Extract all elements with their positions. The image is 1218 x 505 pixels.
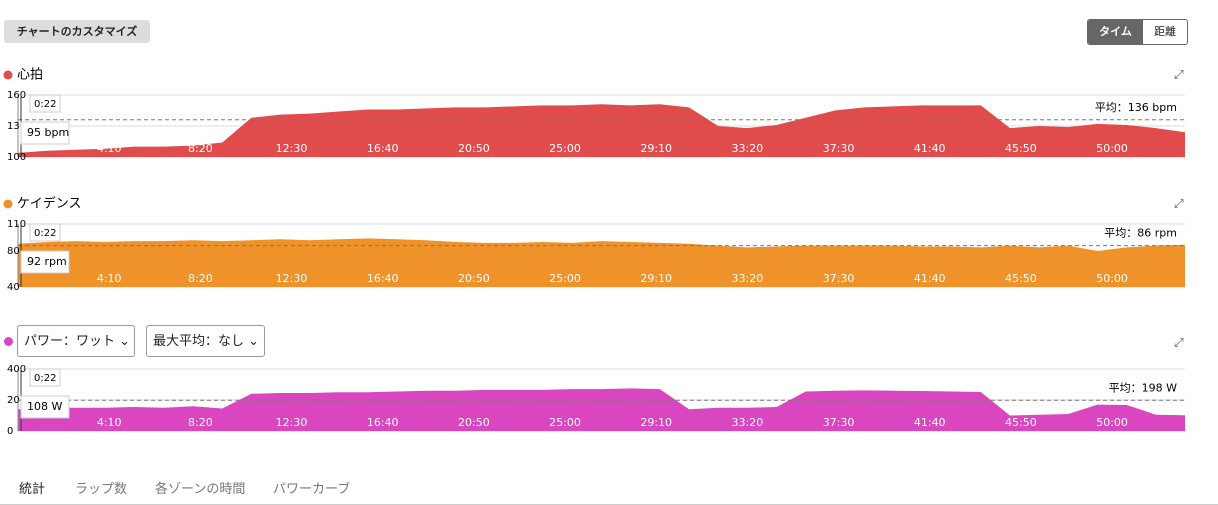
tab[interactable]: パワーカーブ	[273, 482, 351, 497]
cursor-time: 0:22	[34, 99, 56, 110]
x-tick-label: 12:30	[276, 272, 308, 285]
series-dot	[3, 70, 13, 80]
x-tick-label: 29:10	[640, 416, 672, 429]
x-tick-label: 16:40	[367, 142, 399, 155]
average-label: 平均：86 rpm	[1104, 227, 1177, 240]
y-tick-label: 400	[7, 364, 26, 375]
x-tick-label: 41:40	[914, 416, 946, 429]
expand-icon: ⤢	[1173, 68, 1184, 82]
x-tick-label: 37:30	[823, 142, 855, 155]
x-tick-label: 45:50	[1005, 142, 1037, 155]
toggle-distance[interactable]: 距離	[1154, 25, 1176, 38]
y-tick-label: 130	[7, 121, 26, 132]
x-tick-label: 45:50	[1005, 272, 1037, 285]
cursor-time: 0:22	[34, 373, 56, 384]
x-tick-label: 16:40	[367, 416, 399, 429]
cursor-value-box	[20, 250, 70, 274]
y-tick-label: 40	[7, 282, 20, 293]
x-tick-label: 45:50	[1005, 416, 1037, 429]
x-tick-label: 8:20	[188, 142, 213, 155]
cursor-time-box	[29, 368, 61, 387]
power-select-label: パワー：ワット	[24, 334, 116, 349]
x-tick-label: 8:20	[188, 272, 213, 285]
x-tick-label: 37:30	[823, 416, 855, 429]
x-tick-label: 50:00	[1096, 416, 1128, 429]
x-tick-label: 12:30	[276, 416, 308, 429]
tab[interactable]: ラップ数	[75, 482, 128, 497]
toggle: タイム 距離	[1087, 19, 1188, 45]
cursor-value-box	[20, 395, 70, 419]
x-tick-label: 41:40	[914, 272, 946, 285]
x-tick-label: 25:00	[549, 272, 581, 285]
x-tick-label: 29:10	[640, 272, 672, 285]
toggle-time[interactable]: タイム	[1088, 20, 1143, 44]
y-tick-label: 200	[7, 395, 26, 406]
x-tick-label: 25:00	[549, 416, 581, 429]
power-select[interactable]: パワー：ワット ⌄	[17, 325, 135, 357]
expand-icon: ⤢	[1173, 197, 1184, 211]
y-tick-label: 0	[7, 426, 13, 437]
x-tick-label: 20:50	[458, 416, 490, 429]
tab[interactable]: 各ゾーンの時間	[155, 482, 246, 497]
power-dot	[4, 337, 13, 346]
cursor-value: 92 rpm	[27, 255, 67, 268]
x-tick-label: 41:40	[914, 142, 946, 155]
chart-title: 心拍	[17, 68, 43, 83]
area	[18, 238, 1185, 287]
x-tick-label: 8:20	[188, 416, 213, 429]
x-tick-label: 50:00	[1096, 272, 1128, 285]
max-avg-select[interactable]: 最大平均：なし ⌄	[146, 325, 265, 357]
x-tick-label: 33:20	[732, 272, 764, 285]
cursor-value-box	[20, 121, 70, 145]
charts: 心拍 ⤢ 100 130 160 4:10 8:20 12:30 16:40 20:50 25:00…	[3, 68, 1185, 437]
x-tick-label: 37:30	[823, 272, 855, 285]
average-label: 平均：198 W	[1109, 381, 1177, 394]
y-tick-label: 110	[7, 219, 26, 230]
x-tick-label: 4:10	[97, 416, 122, 429]
customize-button[interactable]: チャートのカスタマイズ	[4, 20, 150, 43]
x-tick-label: 29:10	[640, 142, 672, 155]
expand-icon: ⤢	[1173, 336, 1184, 350]
x-tick-label: 33:20	[732, 142, 764, 155]
x-tick-label: 50:00	[1096, 142, 1128, 155]
y-tick-label: 80	[7, 246, 20, 257]
tab[interactable]: 統計	[19, 482, 46, 497]
cursor-value: 108 W	[27, 400, 62, 413]
x-tick-label: 4:10	[97, 142, 122, 155]
y-tick-label: 100	[7, 152, 26, 163]
cursor-time-box	[29, 94, 61, 113]
max-avg-select-label: 最大平均：なし	[153, 334, 245, 349]
x-tick-label: 20:50	[458, 272, 490, 285]
cursor-value: 95 bpm	[27, 126, 69, 139]
y-tick-label: 160	[7, 90, 26, 101]
x-tick-label: 4:10	[97, 272, 122, 285]
x-tick-label: 12:30	[276, 142, 308, 155]
chart-title: ケイデンス	[17, 196, 81, 212]
tabs: 統計 ラップ数 各ゾーンの時間 パワーカーブ	[0, 470, 1218, 505]
cursor-time: 0:22	[34, 228, 56, 239]
x-tick-label: 20:50	[458, 142, 490, 155]
area	[18, 104, 1185, 157]
area	[18, 388, 1185, 431]
x-tick-label: 33:20	[732, 416, 764, 429]
series-dot	[3, 199, 13, 209]
x-tick-label: 16:40	[367, 272, 399, 285]
cursor-time-box	[29, 223, 61, 242]
x-tick-label: 25:00	[549, 142, 581, 155]
average-label: 平均：136 bpm	[1095, 101, 1177, 114]
